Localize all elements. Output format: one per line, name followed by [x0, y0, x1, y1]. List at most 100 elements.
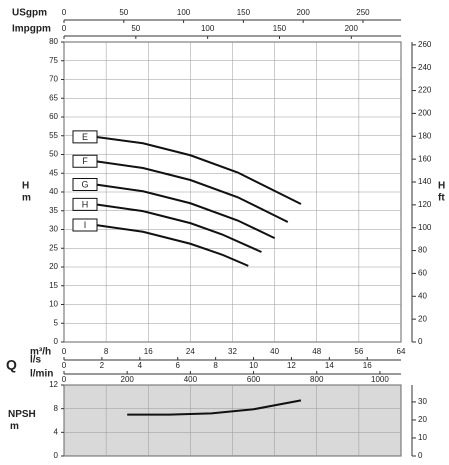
- y2-tick-label: 10: [418, 433, 427, 442]
- x-tick-label: 0: [62, 347, 67, 356]
- curve-label: F: [82, 156, 88, 166]
- y-tick-label: 75: [49, 56, 58, 65]
- flow-tick-label: 150: [237, 8, 251, 17]
- flow-tick-label: 400: [184, 375, 198, 384]
- curve-label-box: [72, 154, 98, 168]
- y2-tick-label: 160: [418, 154, 432, 163]
- flow-tick-label: 6: [175, 361, 180, 370]
- y2-label: H: [438, 181, 445, 192]
- y2-tick-label: 200: [418, 109, 432, 118]
- y2-tick-label: 0: [418, 337, 423, 346]
- curve-label-box: [72, 218, 98, 232]
- y2-tick-label: 40: [418, 291, 427, 300]
- curve-label: I: [84, 220, 87, 230]
- y-tick-label: 55: [49, 131, 58, 140]
- flow-tick-label: 150: [273, 24, 287, 33]
- y-tick-label: 20: [49, 262, 58, 271]
- flow-tick-label: 12: [287, 361, 296, 370]
- curve: [95, 203, 262, 253]
- y-tick-label: 60: [49, 112, 58, 121]
- flow-tick-label: 100: [177, 8, 191, 17]
- y-unit: m: [10, 421, 19, 432]
- flow-tick-label: 0: [62, 8, 67, 17]
- curve-label: H: [82, 199, 89, 209]
- flow-axis-label: Impgpm: [12, 24, 51, 35]
- flow-tick-label: 1000: [371, 375, 389, 384]
- flow-tick-label: 4: [138, 361, 143, 370]
- y2-tick-label: 100: [418, 223, 432, 232]
- curve-label-box: [72, 130, 98, 144]
- y-tick-label: 45: [49, 168, 58, 177]
- curve: [95, 224, 249, 267]
- y-tick-label: 25: [49, 243, 58, 252]
- y2-tick-label: 20: [418, 415, 427, 424]
- x-tick-label: 32: [228, 347, 237, 356]
- y2-tick-label: 220: [418, 86, 432, 95]
- flow-tick-label: 50: [119, 8, 128, 17]
- x-tick-label: 40: [270, 347, 279, 356]
- x-tick-label: 48: [312, 347, 321, 356]
- flow-tick-label: 200: [296, 8, 310, 17]
- flow-tick-label: 50: [131, 24, 140, 33]
- y-label: H: [22, 181, 29, 192]
- flow-axis-label: USgpm: [12, 8, 47, 19]
- curve: [127, 399, 302, 416]
- flow-tick-label: 250: [356, 8, 370, 17]
- x-tick-label: 8: [104, 347, 109, 356]
- y2-tick-label: 0: [418, 451, 423, 460]
- x-tick-label: 56: [354, 347, 363, 356]
- x-tick-label: 64: [397, 347, 406, 356]
- y-label: NPSH: [8, 409, 36, 420]
- curve: [95, 160, 289, 223]
- y-tick-label: 0: [54, 451, 59, 460]
- curve: [95, 135, 302, 205]
- flow-axis-label: l/s: [30, 355, 42, 366]
- flow-tick-label: 8: [213, 361, 218, 370]
- y-tick-label: 35: [49, 206, 58, 215]
- flow-tick-label: 200: [121, 375, 135, 384]
- y-tick-label: 65: [49, 93, 58, 102]
- y2-tick-label: 30: [418, 397, 427, 406]
- flow-tick-label: 200: [345, 24, 359, 33]
- curve: [95, 183, 276, 240]
- y-tick-label: 5: [54, 318, 59, 327]
- flow-tick-label: 10: [249, 361, 258, 370]
- y-tick-label: 12: [49, 380, 58, 389]
- y-tick-label: 40: [49, 187, 58, 196]
- flow-tick-label: 800: [310, 375, 324, 384]
- x-tick-label: 16: [144, 347, 153, 356]
- flow-tick-label: 600: [247, 375, 261, 384]
- flow-tick-label: 0: [62, 361, 67, 370]
- y-tick-label: 10: [49, 300, 58, 309]
- flow-tick-label: 100: [201, 24, 215, 33]
- y2-tick-label: 180: [418, 131, 432, 140]
- y-tick-label: 4: [54, 427, 59, 436]
- flow-axis-label: l/min: [30, 369, 53, 380]
- y2-tick-label: 60: [418, 269, 427, 278]
- y-tick-label: 80: [49, 37, 58, 46]
- y-tick-label: 50: [49, 150, 58, 159]
- y2-tick-label: 240: [418, 63, 432, 72]
- y2-tick-label: 120: [418, 200, 432, 209]
- flow-label: Q: [6, 357, 17, 373]
- curve-label: E: [82, 132, 88, 142]
- y2-tick-label: 140: [418, 177, 432, 186]
- flow-tick-label: 0: [62, 24, 67, 33]
- x-label: m³/h: [30, 347, 51, 358]
- flow-tick-label: 2: [100, 361, 105, 370]
- y-tick-label: 15: [49, 281, 58, 290]
- flow-tick-label: 16: [363, 361, 372, 370]
- x-tick-label: 24: [186, 347, 195, 356]
- curve-label: G: [81, 179, 88, 189]
- y2-tick-label: 20: [418, 314, 427, 323]
- y-tick-label: 8: [54, 404, 59, 413]
- y-tick-label: 0: [54, 337, 59, 346]
- y2-tick-label: 80: [418, 246, 427, 255]
- y2-tick-label: 260: [418, 40, 432, 49]
- y2-unit: ft: [438, 193, 445, 204]
- curve-label-box: [72, 178, 98, 191]
- y-unit: m: [22, 193, 31, 204]
- flow-tick-label: 0: [62, 375, 67, 384]
- y-tick-label: 70: [49, 75, 58, 84]
